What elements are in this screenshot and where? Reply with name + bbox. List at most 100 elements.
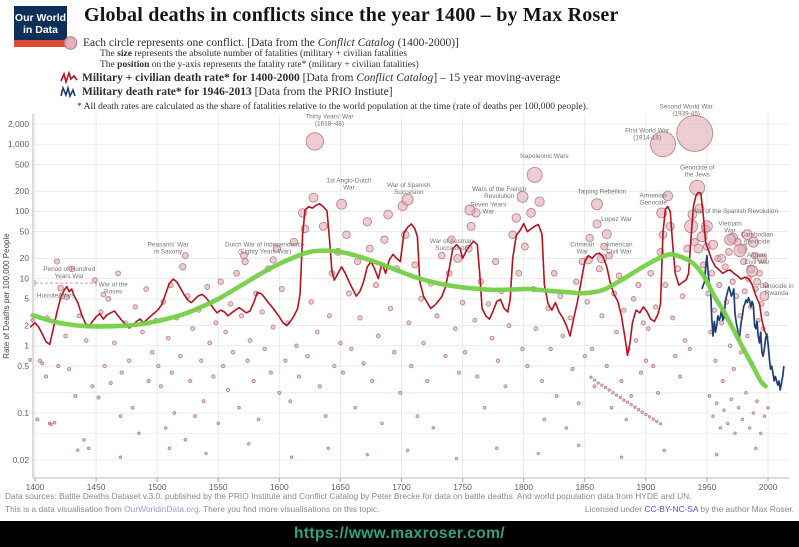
conflict-circle xyxy=(475,374,480,379)
conflict-circle xyxy=(361,361,366,366)
conflict-circle xyxy=(589,346,595,352)
conflict-circle xyxy=(332,363,337,369)
conflict-circle xyxy=(346,290,352,297)
conflict-circle xyxy=(434,313,440,319)
conflict-circle xyxy=(647,415,652,419)
footer-datasources: Data sources: Battle Deaths Dataset v.3.… xyxy=(5,491,692,501)
major-conflict-circle xyxy=(724,233,737,246)
conflict-circle xyxy=(278,285,285,293)
conflict-circle xyxy=(622,398,626,402)
conflict-circle xyxy=(270,324,276,330)
conflict-circle xyxy=(655,419,659,424)
conflict-circle xyxy=(611,391,615,395)
major-conflict-circle xyxy=(305,132,324,151)
conflict-circle xyxy=(719,320,725,326)
conflict-circle xyxy=(678,374,683,379)
conflict-circle xyxy=(105,296,112,302)
x-tick-label: 1550 xyxy=(209,482,228,492)
conflict-circle xyxy=(745,333,750,339)
conflict-circle xyxy=(764,311,770,317)
conflict-circle xyxy=(459,299,466,306)
major-conflict-circle xyxy=(526,166,543,183)
conflict-circle xyxy=(482,405,487,410)
military-civilian-death-rate-line xyxy=(29,191,769,357)
conflict-circle xyxy=(362,217,372,227)
major-conflict-circle xyxy=(63,294,70,301)
conflict-circle xyxy=(190,326,196,332)
legend-size-row: The size represents the absolute number … xyxy=(100,49,407,59)
conflict-circle xyxy=(383,209,393,220)
conflict-circle xyxy=(40,361,45,366)
y-tick-label: 2,000 xyxy=(8,119,29,129)
conflict-circle xyxy=(256,417,261,422)
conflict-circle xyxy=(454,456,459,461)
conflict-circle xyxy=(687,346,692,352)
conflict-circle xyxy=(143,286,150,292)
conflict-circle xyxy=(740,417,745,422)
x-tick-label: 1500 xyxy=(148,482,167,492)
conflict-circle xyxy=(156,363,161,369)
conflict-circle xyxy=(747,236,759,248)
conflict-circle xyxy=(102,363,107,369)
conflict-circle xyxy=(584,299,590,305)
major-conflict-circle xyxy=(516,190,529,203)
conflict-circle xyxy=(277,390,282,395)
owid-link[interactable]: OurWorldinData.org xyxy=(124,504,199,514)
conflict-circle xyxy=(140,329,145,335)
conflict-circle xyxy=(308,299,314,305)
conflict-circle xyxy=(418,296,424,302)
conflict-circle xyxy=(49,422,53,427)
conflict-circle xyxy=(633,405,637,409)
hundred-years-war-label: Period of Hundred Years War xyxy=(43,266,95,280)
major-conflict-circle xyxy=(181,252,189,260)
x-tick-label: 1450 xyxy=(87,482,106,492)
conflict-circle xyxy=(247,441,251,446)
conflict-circle xyxy=(595,265,603,273)
conflict-circle xyxy=(614,393,619,397)
conflict-annotation: Napoleonic Wars xyxy=(520,153,568,160)
footnote: * All death rates are calculated as the … xyxy=(77,102,589,112)
conflict-circle xyxy=(380,235,389,244)
conflict-circle xyxy=(28,357,33,362)
conflict-circle xyxy=(201,399,206,404)
conflict-circle xyxy=(652,304,659,310)
conflict-circle xyxy=(619,379,624,383)
conflict-annotation: Vietnam War xyxy=(718,220,741,234)
conflict-circle xyxy=(68,265,75,273)
conflict-circle xyxy=(56,364,61,369)
conflict-annotation: Second World War (1939-45) xyxy=(660,104,714,118)
conflict-circle xyxy=(542,417,547,422)
y-tick-label: 50 xyxy=(20,226,30,236)
conflict-circle xyxy=(640,320,646,326)
blue-zigzag-icon xyxy=(60,85,76,98)
y-tick-label: 10 xyxy=(20,273,30,283)
conflict-circle xyxy=(753,277,761,286)
conflict-circle xyxy=(365,244,374,253)
license-link[interactable]: CC-BY-NC-SA xyxy=(644,504,699,514)
maxroser-url: https://www.maxroser.com/ xyxy=(294,525,505,542)
conflict-circle xyxy=(533,326,539,332)
conflict-annotation: War of Austrian Succession xyxy=(430,238,474,252)
conflict-circle xyxy=(651,417,655,421)
conflict-circle xyxy=(614,329,619,335)
conflict-circle xyxy=(592,219,602,229)
conflict-annotation: Lopez War xyxy=(601,216,633,223)
conflict-circle xyxy=(340,370,345,375)
conflict-annotation: Taiping Rebellion xyxy=(578,189,627,196)
conflict-circle xyxy=(707,394,712,398)
conflict-circle xyxy=(245,358,250,363)
conflict-circle xyxy=(431,426,436,430)
major-conflict-circle xyxy=(401,193,414,206)
conflict-circle xyxy=(415,414,420,418)
conflict-circle xyxy=(230,350,236,355)
conflict-annotation: Genocide of the Jews xyxy=(680,165,715,179)
conflict-circle xyxy=(520,346,525,352)
conflict-circle xyxy=(115,270,121,277)
conflict-circle xyxy=(213,320,219,326)
conflict-circle xyxy=(607,388,611,392)
conflict-circle xyxy=(132,304,138,310)
conflict-circle xyxy=(636,408,641,412)
conflict-circle xyxy=(251,378,256,384)
legend-blue-series-text: Military death rate* for 1946-2013 [Data… xyxy=(82,85,393,98)
conflict-circle xyxy=(629,403,633,407)
